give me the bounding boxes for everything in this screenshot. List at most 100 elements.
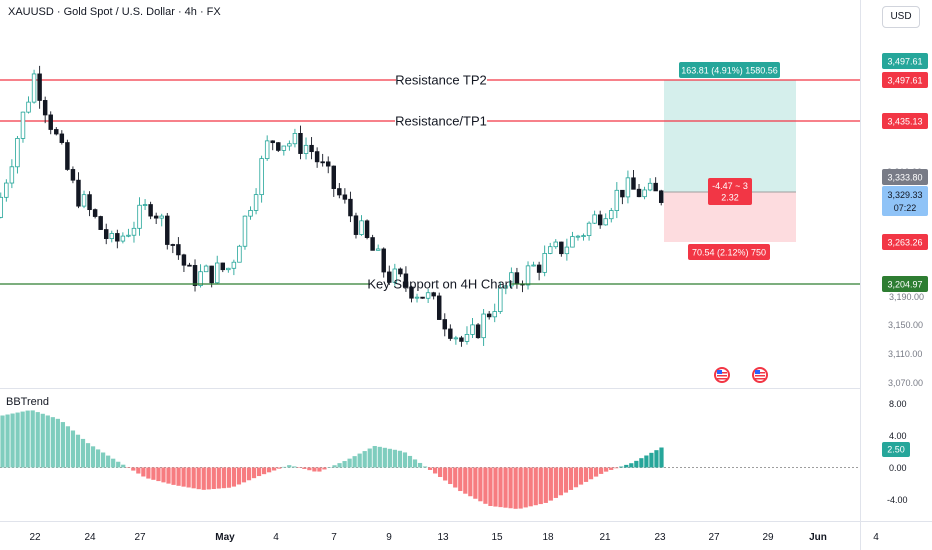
candle[interactable] — [153, 215, 159, 219]
profit-zone[interactable] — [664, 80, 796, 192]
candle[interactable] — [475, 324, 481, 339]
candle[interactable] — [76, 179, 81, 207]
candle[interactable] — [498, 287, 503, 312]
candle[interactable] — [181, 254, 187, 266]
candle[interactable] — [170, 244, 176, 246]
candle[interactable] — [31, 73, 37, 103]
candle[interactable] — [264, 140, 270, 159]
candle[interactable] — [253, 194, 259, 211]
candle[interactable] — [87, 194, 92, 211]
candle[interactable] — [142, 204, 148, 206]
candle[interactable] — [126, 234, 131, 237]
candle[interactable] — [103, 229, 109, 239]
candle[interactable] — [248, 210, 253, 217]
candle[interactable] — [15, 138, 20, 168]
candle[interactable] — [559, 241, 564, 255]
candle[interactable] — [609, 210, 614, 220]
candle[interactable] — [448, 328, 453, 339]
resistance-tp2-line[interactable]: Resistance TP2 — [0, 73, 860, 88]
indicator-axis[interactable]: 8.00 4.00 0.00 -4.00 2.50 — [882, 399, 910, 505]
candlestick-series[interactable] — [0, 65, 664, 347]
candle[interactable] — [547, 246, 553, 254]
candle[interactable] — [414, 296, 420, 299]
candle[interactable] — [642, 189, 647, 198]
candle[interactable] — [348, 198, 353, 217]
candle[interactable] — [409, 286, 414, 299]
candle[interactable] — [70, 169, 76, 181]
candle[interactable] — [647, 182, 653, 191]
candle[interactable] — [653, 182, 658, 192]
candle[interactable] — [564, 246, 570, 255]
currency-button[interactable]: USD — [882, 6, 920, 28]
candle[interactable] — [658, 190, 664, 203]
candle[interactable] — [287, 143, 292, 147]
candle[interactable] — [4, 182, 9, 198]
candle[interactable] — [553, 241, 559, 248]
candle[interactable] — [459, 337, 464, 342]
target-label-box[interactable]: 163.81 (4.91%) 1580.56 — [679, 62, 780, 78]
candle[interactable] — [37, 73, 42, 101]
candle[interactable] — [165, 215, 170, 245]
candle[interactable] — [203, 265, 209, 273]
candle[interactable] — [525, 265, 531, 286]
candle[interactable] — [581, 235, 586, 238]
candle[interactable] — [470, 324, 475, 335]
candle[interactable] — [570, 236, 575, 248]
candle[interactable] — [481, 313, 486, 339]
candle[interactable] — [187, 264, 192, 267]
bbtrend-histogram[interactable] — [0, 410, 664, 509]
indicator-title[interactable]: BBTrend — [6, 396, 50, 408]
candle[interactable] — [59, 133, 65, 143]
candle[interactable] — [115, 233, 120, 242]
price-axis[interactable]: 3,310.00 3,190.00 3,150.00 3,110.00 3,07… — [882, 53, 928, 388]
candle[interactable] — [309, 144, 314, 153]
candle[interactable] — [48, 114, 53, 130]
candle[interactable] — [220, 262, 226, 271]
candle[interactable] — [303, 144, 309, 154]
candle[interactable] — [614, 189, 620, 211]
candle[interactable] — [131, 227, 137, 236]
candle[interactable] — [292, 133, 298, 145]
candle[interactable] — [281, 145, 287, 151]
candle[interactable] — [298, 133, 303, 154]
candle[interactable] — [370, 237, 375, 251]
candle[interactable] — [364, 220, 370, 238]
candle[interactable] — [192, 265, 198, 286]
center-label-box[interactable]: -4.47 ~ 3 2.32 — [708, 178, 752, 205]
candle[interactable] — [259, 158, 264, 196]
candle[interactable] — [625, 177, 631, 198]
candle[interactable] — [592, 214, 597, 224]
candle[interactable] — [353, 215, 359, 235]
candle[interactable] — [586, 222, 592, 237]
candle[interactable] — [503, 285, 509, 289]
candle[interactable] — [209, 265, 214, 284]
candle[interactable] — [92, 209, 98, 217]
candle[interactable] — [359, 220, 364, 235]
candle[interactable] — [442, 319, 448, 330]
key-support-line[interactable]: Key Support on 4H Chart — [0, 277, 860, 292]
us-event-flag-icon[interactable] — [752, 367, 768, 383]
candle[interactable] — [337, 188, 342, 196]
candle[interactable] — [137, 204, 142, 229]
stop-label-box[interactable]: 70.54 (2.12%) 750 — [688, 244, 770, 260]
candle[interactable] — [109, 233, 115, 239]
candle[interactable] — [425, 292, 431, 299]
resistance-tp1-line[interactable]: Resistance/TP1 — [0, 114, 860, 129]
candle[interactable] — [387, 271, 392, 283]
candle[interactable] — [26, 101, 31, 113]
candle[interactable] — [214, 262, 220, 284]
candle[interactable] — [242, 215, 248, 247]
candle[interactable] — [509, 272, 514, 287]
candle[interactable] — [331, 165, 337, 189]
candle[interactable] — [81, 194, 87, 207]
time-axis[interactable]: 22 24 27 May 4 7 9 13 15 18 21 23 27 29 … — [29, 532, 879, 543]
candle[interactable] — [176, 244, 181, 256]
candle[interactable] — [159, 215, 164, 219]
candle[interactable] — [237, 245, 242, 263]
candle[interactable] — [198, 271, 203, 286]
candle[interactable] — [464, 334, 470, 342]
candle[interactable] — [375, 248, 381, 251]
candle[interactable] — [631, 177, 636, 190]
candle[interactable] — [575, 235, 581, 238]
